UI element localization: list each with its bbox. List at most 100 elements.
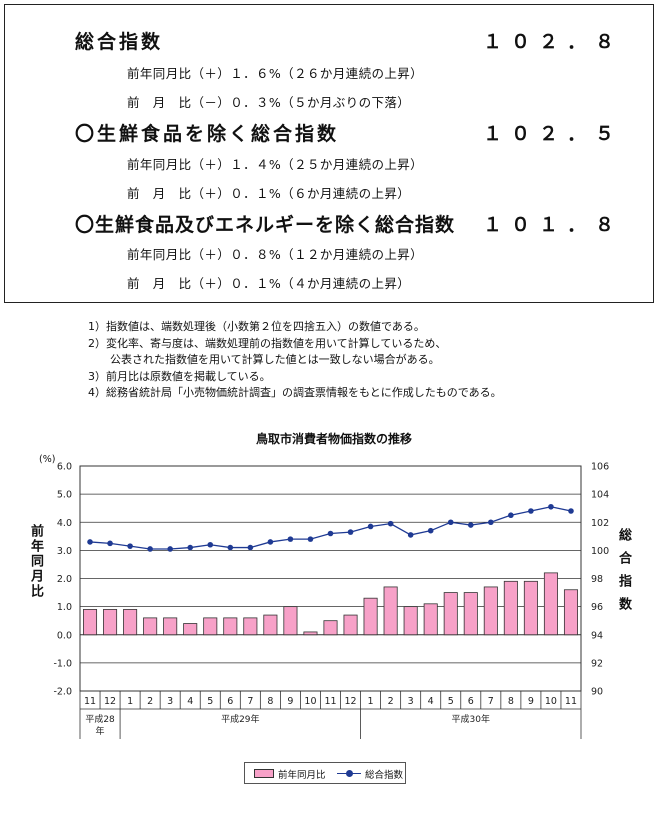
note-4: 4）総務省統計局「小売物価統計調査」の調査票情報をもとに作成したものである。 <box>88 386 502 399</box>
x-tick-label: 8 <box>267 696 273 707</box>
y-tick-label: 6.0 <box>57 462 72 473</box>
y2-tick-label: 94 <box>591 630 603 641</box>
x-tick-label: 11 <box>84 696 96 707</box>
bar <box>443 592 458 636</box>
section-2-mom: 前 月 比（＋）０．１%（６か月連続の上昇） <box>127 186 411 201</box>
y-tick-label: 0.0 <box>57 630 72 641</box>
x-tick-label: 1 <box>368 696 374 707</box>
x-tick-label: 11 <box>565 696 577 707</box>
year-label: 平成28 <box>85 713 115 725</box>
y2-tick-label: 92 <box>591 658 603 669</box>
section-3-value: １０１．８ <box>483 214 624 236</box>
bar <box>563 589 578 636</box>
bar <box>143 617 158 636</box>
footnotes: 1）指数値は、端数処理後（小数第２位を四捨五入）の数値である。 2）変化率、寄与… <box>88 319 502 402</box>
index-point <box>548 503 554 510</box>
bar <box>383 586 398 636</box>
index-point <box>387 520 394 527</box>
bar <box>523 580 538 636</box>
section-2-title: 〇生鮮食品を除く総合指数 <box>75 123 340 145</box>
bar <box>283 606 298 636</box>
x-tick-label: 10 <box>545 696 557 707</box>
bar <box>123 609 138 636</box>
y2-tick-label: 100 <box>591 546 609 557</box>
x-tick-label: 5 <box>448 696 454 707</box>
index-point <box>568 508 574 514</box>
bar <box>83 609 98 636</box>
bar <box>303 631 318 636</box>
bar <box>183 623 198 636</box>
index-point <box>287 536 294 542</box>
index-point <box>107 540 113 547</box>
x-tick-label: 3 <box>167 696 173 707</box>
section-2-value: １０２．５ <box>483 123 624 145</box>
bar <box>403 606 418 636</box>
bar <box>323 620 338 636</box>
index-point <box>467 522 474 528</box>
note-3: 3）前月比は原数値を掲載している。 <box>88 369 271 383</box>
x-tick-label: 12 <box>104 696 116 707</box>
y-tick-label: 2.0 <box>57 574 72 585</box>
x-tick-label: 8 <box>508 696 514 707</box>
x-tick-label: 10 <box>304 696 316 707</box>
y2-tick-label: 98 <box>591 574 603 585</box>
index-point <box>167 546 173 552</box>
x-tick-label: 7 <box>488 696 494 707</box>
index-point <box>528 508 534 514</box>
y2-tick-label: 104 <box>591 490 609 501</box>
y-tick-label: 4.0 <box>57 518 72 529</box>
index-point <box>307 536 314 542</box>
note-2: 2）変化率、寄与度は、端数処理前の指数値を用いて計算しているため、 <box>88 336 447 350</box>
section-1-mom: 前 月 比（－）０．３%（５か月ぶりの下落） <box>127 95 411 110</box>
index-point <box>267 539 274 545</box>
y2-tick-label: 102 <box>591 518 609 529</box>
y2-tick-label: 90 <box>591 687 603 698</box>
x-tick-label: 7 <box>247 696 253 707</box>
bar <box>463 592 478 636</box>
year-label: 平成30年 <box>452 713 490 725</box>
summary-box: 総合指数 １０２．８ 前年同月比（＋）１．６%（２６か月連続の上昇） 前 月 比… <box>4 4 654 303</box>
y-axis-unit: (%) <box>39 454 56 465</box>
x-tick-label: 6 <box>468 696 474 707</box>
x-tick-label: 11 <box>324 696 336 707</box>
x-tick-label: 3 <box>408 696 414 707</box>
x-tick-label: 4 <box>428 696 434 707</box>
y-tick-label: 3.0 <box>57 546 72 557</box>
section-3-mom: 前 月 比（＋）０．１%（４か月連続の上昇） <box>127 276 411 291</box>
bar <box>203 617 218 636</box>
bar <box>543 572 558 636</box>
index-point <box>187 544 194 551</box>
x-tick-label: 9 <box>528 696 534 707</box>
plot-frame <box>79 465 582 692</box>
section-1-value: １０２．８ <box>483 31 624 53</box>
legend-bar-swatch <box>254 769 274 778</box>
index-point <box>447 519 454 526</box>
section-3-yoy: 前年同月比（＋）０．８%（１２か月連続の上昇） <box>127 247 424 262</box>
index-point <box>327 530 334 537</box>
bar <box>103 609 118 636</box>
index-point <box>488 519 494 526</box>
legend-bar-label: 前年同月比 <box>278 770 326 781</box>
index-point <box>127 543 133 549</box>
bar <box>163 617 178 636</box>
legend-line-label: 総合指数 <box>365 770 404 781</box>
index-point <box>247 544 254 551</box>
index-point <box>147 546 153 552</box>
y2-tick-label: 96 <box>591 602 603 613</box>
index-point <box>347 529 354 535</box>
bar <box>503 580 518 636</box>
bar <box>363 597 378 636</box>
bar <box>483 586 498 636</box>
index-point <box>227 544 234 551</box>
x-tick-label: 12 <box>344 696 356 707</box>
note-1: 1）指数値は、端数処理後（小数第２位を四捨五入）の数値である。 <box>88 320 425 333</box>
year-label-suffix: 年 <box>96 725 105 737</box>
index-point <box>508 512 514 519</box>
section-2-yoy: 前年同月比（＋）１．４%（２５か月連続の上昇） <box>127 157 424 172</box>
chart-title: 鳥取市消費者物価指数の推移 <box>255 432 412 446</box>
y-tick-label: -1.0 <box>53 658 72 669</box>
x-tick-label: 9 <box>287 696 293 707</box>
note-2-cont: 公表された指数値を用いて計算した値とは一致しない場合がある。 <box>88 353 440 366</box>
y-axis-right-label: 総合指数 <box>616 528 631 620</box>
y2-tick-label: 106 <box>591 462 609 473</box>
